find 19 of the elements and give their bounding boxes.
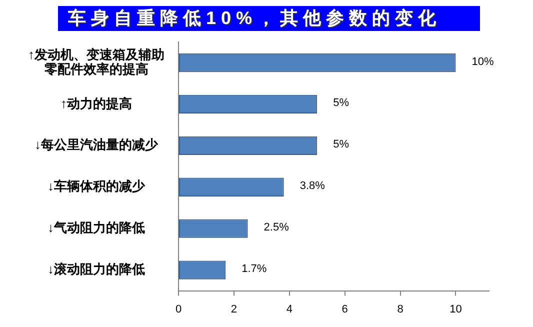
y-tick-label: ↓滚动阻力的降低 (48, 262, 145, 277)
y-tick-label: ↓每公里汽油量的减少 (34, 137, 159, 152)
data-label: 5% (333, 97, 350, 110)
x-tick-label: 6 (342, 303, 348, 316)
data-label: 10% (472, 56, 494, 68)
data-label: 5% (333, 138, 350, 151)
x-tick-label: 8 (397, 303, 404, 316)
x-tick-label: 2 (230, 303, 238, 316)
y-tick-label: ↓车辆体积的减少 (48, 178, 146, 194)
x-tick-label: 4 (286, 303, 292, 316)
data-label: 1.7% (242, 263, 267, 276)
x-tick-label: 0 (175, 303, 182, 316)
y-tick-label: ↑发动机、变速箱及辅助零配件效率的提高 (28, 47, 164, 76)
data-label: 3.8% (300, 180, 326, 192)
y-tick-label: ↓气动阻力的降低 (48, 220, 145, 236)
chart-title: 车身自重降低10%，其他参数的变化 (58, 6, 480, 31)
data-label: 2.5% (264, 222, 290, 234)
y-tick-label: ↑动力的提高 (60, 96, 132, 111)
x-tick-label: 10 (450, 303, 462, 316)
